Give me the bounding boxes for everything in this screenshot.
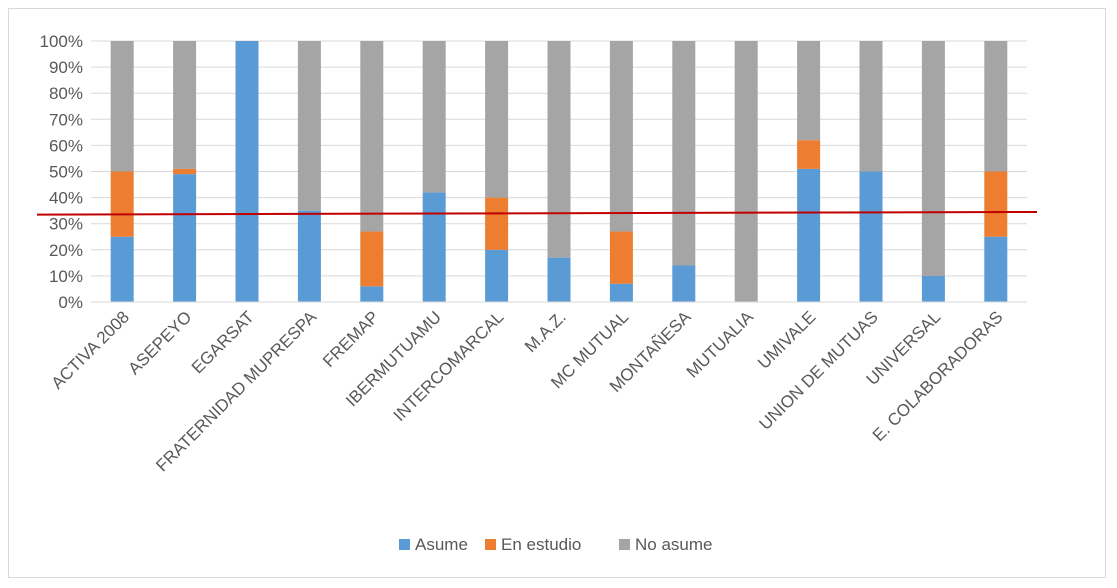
y-tick-label: 100% xyxy=(40,32,83,51)
bar-segment-no-asume xyxy=(173,41,197,169)
y-axis-labels: 0% 10% 20% 30% 40% 50% 60% 70% 80% 90% 100% xyxy=(40,32,83,312)
bar-segment-asume xyxy=(797,168,821,302)
x-category-label: ASEPEYO xyxy=(125,307,196,378)
bar-segment-no-asume xyxy=(422,41,446,193)
bar-segment-asume xyxy=(672,265,696,302)
bar-segment-no-asume xyxy=(734,41,758,302)
x-category-label: UNION DE MUTUAS xyxy=(756,307,882,433)
bar-segment-no-asume xyxy=(485,41,509,198)
y-tick-label: 10% xyxy=(49,267,83,286)
y-tick-label: 20% xyxy=(49,241,83,260)
bar-segment-asume xyxy=(360,286,384,302)
bar-segment-en-estudio xyxy=(173,168,197,175)
bar-segment-no-asume xyxy=(360,41,384,232)
chart-frame: 0% 10% 20% 30% 40% 50% 60% 70% 80% 90% 100% ACTIVA… xyxy=(8,8,1106,578)
x-category-label: FREMAP xyxy=(319,307,383,371)
y-tick-label: 60% xyxy=(49,136,83,155)
bar-segment-no-asume xyxy=(859,41,883,172)
bar-segment-no-asume xyxy=(797,41,821,141)
bar-segment-no-asume xyxy=(547,41,571,258)
x-category-label: MUTUALIA xyxy=(683,307,758,382)
legend-label: No asume xyxy=(635,535,712,554)
legend-swatch xyxy=(399,539,410,550)
bar-segment-asume xyxy=(173,174,197,302)
bar-segment-en-estudio xyxy=(609,231,633,284)
bar-segment-no-asume xyxy=(984,41,1008,172)
x-category-label: ACTIVA 2008 xyxy=(48,307,133,392)
reference-line xyxy=(36,210,1038,216)
y-tick-label: 30% xyxy=(49,215,83,234)
legend-label: Asume xyxy=(415,535,468,554)
y-tick-label: 0% xyxy=(58,293,83,312)
bar-segment-en-estudio xyxy=(984,171,1008,237)
x-category-label: INTERCOMARCAL xyxy=(390,307,508,425)
bar-segment-asume xyxy=(859,171,883,302)
legend: Asume En estudio No asume xyxy=(399,535,712,554)
y-tick-label: 90% xyxy=(49,58,83,77)
bar-segment-no-asume xyxy=(297,41,321,211)
bar-segment-no-asume xyxy=(921,41,945,276)
bar-segment-en-estudio xyxy=(485,197,509,250)
legend-swatch xyxy=(619,539,630,550)
legend-swatch xyxy=(485,539,496,550)
bar-segment-en-estudio xyxy=(797,140,821,169)
y-tick-label: 80% xyxy=(49,84,83,103)
x-category-label: UMIVALE xyxy=(754,307,819,372)
bar-segment-asume xyxy=(110,236,134,302)
bar-segment-asume xyxy=(984,236,1008,302)
bar-segment-no-asume xyxy=(110,41,134,172)
bar-segment-asume xyxy=(547,257,571,302)
legend-label: En estudio xyxy=(501,535,581,554)
bar-segment-no-asume xyxy=(609,41,633,232)
bar-segment-asume xyxy=(235,41,259,302)
y-tick-label: 70% xyxy=(49,110,83,129)
bar-segment-asume xyxy=(297,210,321,302)
bar-segment-asume xyxy=(485,249,509,302)
bars xyxy=(110,41,1008,302)
x-category-label: E. COLABORADORAS xyxy=(869,307,1007,445)
bar-segment-asume xyxy=(921,275,945,302)
bar-segment-en-estudio xyxy=(110,171,134,237)
stacked-bar-chart: 0% 10% 20% 30% 40% 50% 60% 70% 80% 90% 100% ACTIVA… xyxy=(36,32,1038,554)
y-tick-label: 50% xyxy=(49,163,83,182)
bar-segment-asume xyxy=(422,192,446,302)
bar-segment-en-estudio xyxy=(360,231,384,287)
x-category-label: M.A.Z. xyxy=(521,307,570,356)
bar-segment-no-asume xyxy=(672,41,696,266)
bar-segment-asume xyxy=(609,283,633,302)
y-tick-label: 40% xyxy=(49,189,83,208)
reference-line-layer xyxy=(36,210,1038,216)
